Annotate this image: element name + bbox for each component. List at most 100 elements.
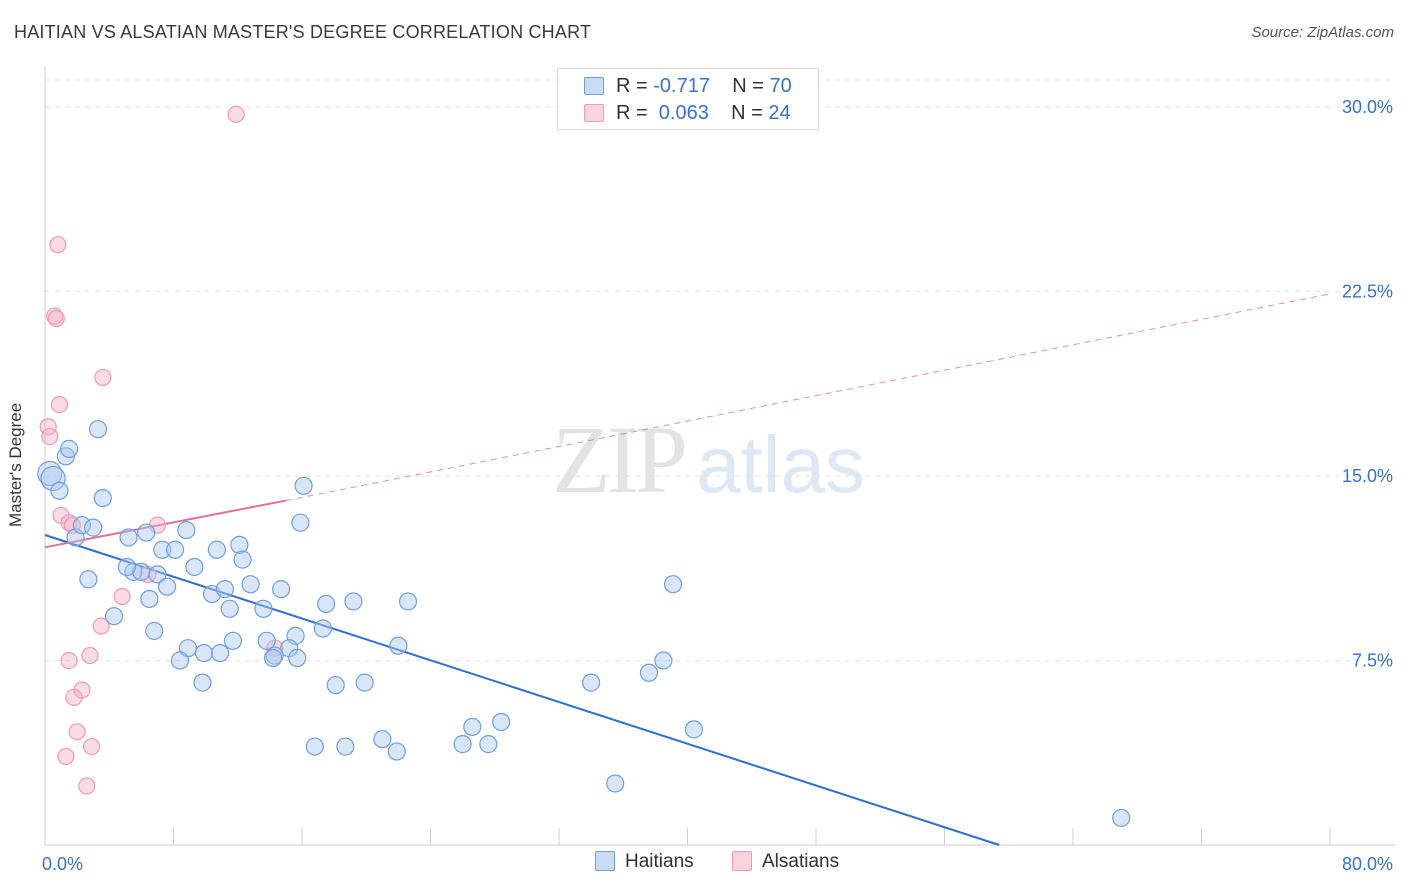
data-point-haitians [40, 465, 66, 492]
chart-title: HAITIAN VS ALSATIAN MASTER'S DEGREE CORR… [14, 22, 592, 42]
data-point-haitians [93, 488, 112, 508]
data-point-haitians [316, 594, 336, 613]
y-axis-label: Master's Degree [6, 402, 25, 527]
data-point-haitians [313, 619, 332, 638]
data-point-haitians [140, 589, 159, 609]
data-point-haitians [336, 737, 355, 756]
tick-label-layer: 7.5% 15.0% 22.5% 30.0% 0.0% 80.0% [42, 97, 1393, 874]
data-point-haitians [606, 774, 625, 793]
bottom-legend-alsatians: Alsatians [732, 851, 839, 873]
bottom-legend-label-haitians: Haitians [625, 851, 694, 872]
data-point-haitians [37, 460, 63, 487]
legend-stats-alsatians: R = 0.063 N = 24 [616, 102, 791, 125]
watermark-zip: ZIP [552, 406, 688, 513]
data-point-haitians [654, 651, 673, 670]
data-point-alsatians [65, 688, 83, 706]
data-point-haitians [233, 550, 252, 569]
data-point-haitians [119, 528, 138, 547]
data-point-haitians [193, 673, 212, 692]
data-point-haitians [387, 742, 406, 761]
grid-layer [45, 79, 1395, 661]
data-point-haitians [373, 730, 392, 749]
data-point-alsatians [49, 236, 67, 254]
data-point-haitians [50, 481, 69, 500]
data-point-alsatians [60, 651, 78, 670]
data-point-haitians [305, 737, 324, 756]
data-point-haitians [257, 631, 276, 650]
bottom-legend-label-alsatians: Alsatians [762, 851, 840, 872]
points-layer [37, 105, 1131, 828]
data-point-haitians [117, 557, 137, 577]
data-point-alsatians [68, 723, 86, 741]
bottom-legend-swatch-haitians [595, 851, 615, 871]
data-point-haitians [389, 636, 408, 655]
data-point-haitians [326, 675, 345, 695]
data-point-haitians [582, 673, 601, 692]
correlation-legend: R = -0.717 N = 70 R = 0.063 N = 24 [557, 68, 819, 130]
data-point-haitians [639, 663, 659, 682]
data-point-haitians [153, 540, 172, 559]
data-point-haitians [88, 420, 108, 439]
data-point-alsatians [41, 427, 59, 446]
data-point-alsatians [81, 646, 99, 665]
legend-r-label: R = [616, 102, 654, 124]
data-point-haitians [263, 648, 283, 668]
y-tick-label: 22.5% [1342, 281, 1393, 301]
data-point-haitians [84, 518, 103, 537]
y-tick-label: 15.0% [1342, 466, 1393, 486]
data-point-haitians [215, 580, 234, 599]
data-point-alsatians [113, 587, 131, 606]
x-tick-label: 0.0% [42, 854, 83, 874]
data-point-haitians [344, 592, 363, 611]
legend-r-label: R = [616, 75, 654, 97]
trendline-alsatians-extension [285, 293, 1331, 502]
watermark: ZIP atlas [552, 404, 865, 515]
data-point-haitians [148, 565, 167, 584]
data-point-haitians [145, 621, 164, 641]
x-tick-label: 80.0% [1342, 854, 1393, 874]
data-point-haitians [59, 439, 79, 458]
data-point-haitians [230, 535, 249, 554]
bottom-legend-haitians: Haitians [595, 851, 694, 873]
source-label: Source: ZipAtlas.com [1251, 24, 1394, 41]
data-point-haitians [241, 575, 260, 594]
data-point-alsatians [92, 617, 110, 635]
data-point-haitians [157, 577, 177, 596]
data-point-haitians [1112, 808, 1131, 828]
data-point-haitians [79, 570, 98, 589]
data-point-haitians [166, 540, 185, 559]
data-point-alsatians [50, 396, 69, 414]
data-point-haitians [210, 643, 230, 663]
data-point-haitians [288, 648, 307, 668]
data-point-alsatians [227, 105, 245, 123]
trendline-haitians [44, 534, 1000, 846]
data-point-haitians [291, 513, 310, 532]
data-point-haitians [684, 720, 704, 739]
data-point-alsatians [57, 747, 75, 766]
bottom-legend-swatch-alsatians [732, 851, 752, 871]
data-point-alsatians [78, 777, 96, 795]
data-point-haitians [207, 540, 226, 559]
legend-stats-haitians: R = -0.717 N = 70 [616, 75, 792, 98]
data-point-alsatians [47, 309, 65, 328]
y-tick-label: 30.0% [1342, 97, 1393, 117]
data-point-haitians [177, 520, 196, 540]
axis-layer [44, 66, 1395, 846]
data-point-haitians [663, 575, 683, 594]
data-point-haitians [254, 599, 273, 618]
data-point-haitians [223, 631, 243, 650]
legend-n-value: 24 [768, 102, 791, 124]
data-point-haitians [272, 580, 291, 599]
legend-r-value: -0.717 [653, 75, 710, 97]
data-point-haitians [479, 735, 498, 754]
y-tick-label: 7.5% [1352, 650, 1393, 670]
data-point-haitians [104, 607, 124, 626]
data-point-haitians [194, 643, 214, 663]
data-point-haitians [294, 476, 313, 495]
data-point-haitians [72, 516, 92, 535]
data-point-haitians [170, 651, 190, 670]
data-point-haitians [185, 557, 204, 577]
data-point-haitians [137, 523, 156, 542]
data-point-haitians [220, 599, 239, 618]
